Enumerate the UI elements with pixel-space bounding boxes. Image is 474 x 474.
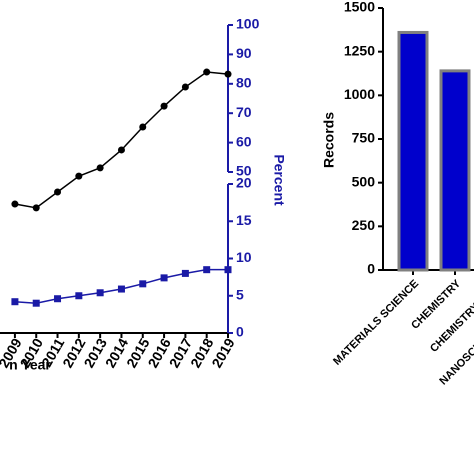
y-tick-label: 1000	[344, 86, 375, 102]
marker	[181, 83, 189, 91]
y-tick-label: 750	[352, 130, 376, 146]
y-tick-label: 250	[352, 217, 376, 233]
line	[14, 71, 229, 209]
marker	[160, 274, 168, 282]
marker	[96, 164, 104, 172]
marker	[75, 292, 83, 300]
marker	[181, 269, 189, 277]
x-tick-label: 2019	[208, 335, 238, 370]
marker	[54, 295, 62, 303]
bar	[397, 30, 429, 272]
y2-tick-label: 100	[236, 16, 260, 32]
y2-tick-label: 60	[236, 133, 252, 149]
marker	[139, 280, 147, 288]
marker	[32, 299, 40, 307]
y-axis-label: Records	[321, 112, 337, 168]
marker	[11, 298, 19, 306]
marker	[224, 70, 232, 78]
y-tick-label: 500	[352, 173, 376, 189]
y2-tick-label: 70	[236, 104, 252, 120]
y2-tick-label: 10	[236, 249, 252, 265]
marker	[139, 123, 147, 131]
bar	[439, 69, 471, 272]
marker	[32, 204, 40, 212]
y2-tick-label: 80	[236, 75, 252, 91]
x-axis-label: n Year	[9, 357, 51, 373]
x-tick-label: MATERIALS SCIENCE	[331, 278, 421, 368]
marker	[11, 200, 19, 208]
y-tick-label: 0	[367, 261, 375, 277]
marker	[160, 102, 168, 110]
marker	[117, 285, 125, 293]
y-tick-label: 1250	[344, 42, 375, 58]
y2-tick-label: 90	[236, 45, 252, 61]
marker	[54, 188, 62, 196]
marker	[75, 172, 83, 180]
y2-tick-label: 5	[236, 286, 244, 302]
y-tick-label: 1500	[344, 0, 375, 15]
y2-axis-label: Percent	[271, 154, 287, 206]
marker	[203, 266, 211, 274]
y2-tick-label: 15	[236, 212, 252, 228]
marker	[96, 289, 104, 297]
y2-tick-label: 20	[236, 175, 252, 191]
y2-tick-label: 50	[236, 163, 252, 179]
marker	[203, 68, 211, 76]
marker	[224, 266, 232, 274]
marker	[117, 146, 125, 154]
y2-tick-label: 0	[236, 324, 244, 340]
